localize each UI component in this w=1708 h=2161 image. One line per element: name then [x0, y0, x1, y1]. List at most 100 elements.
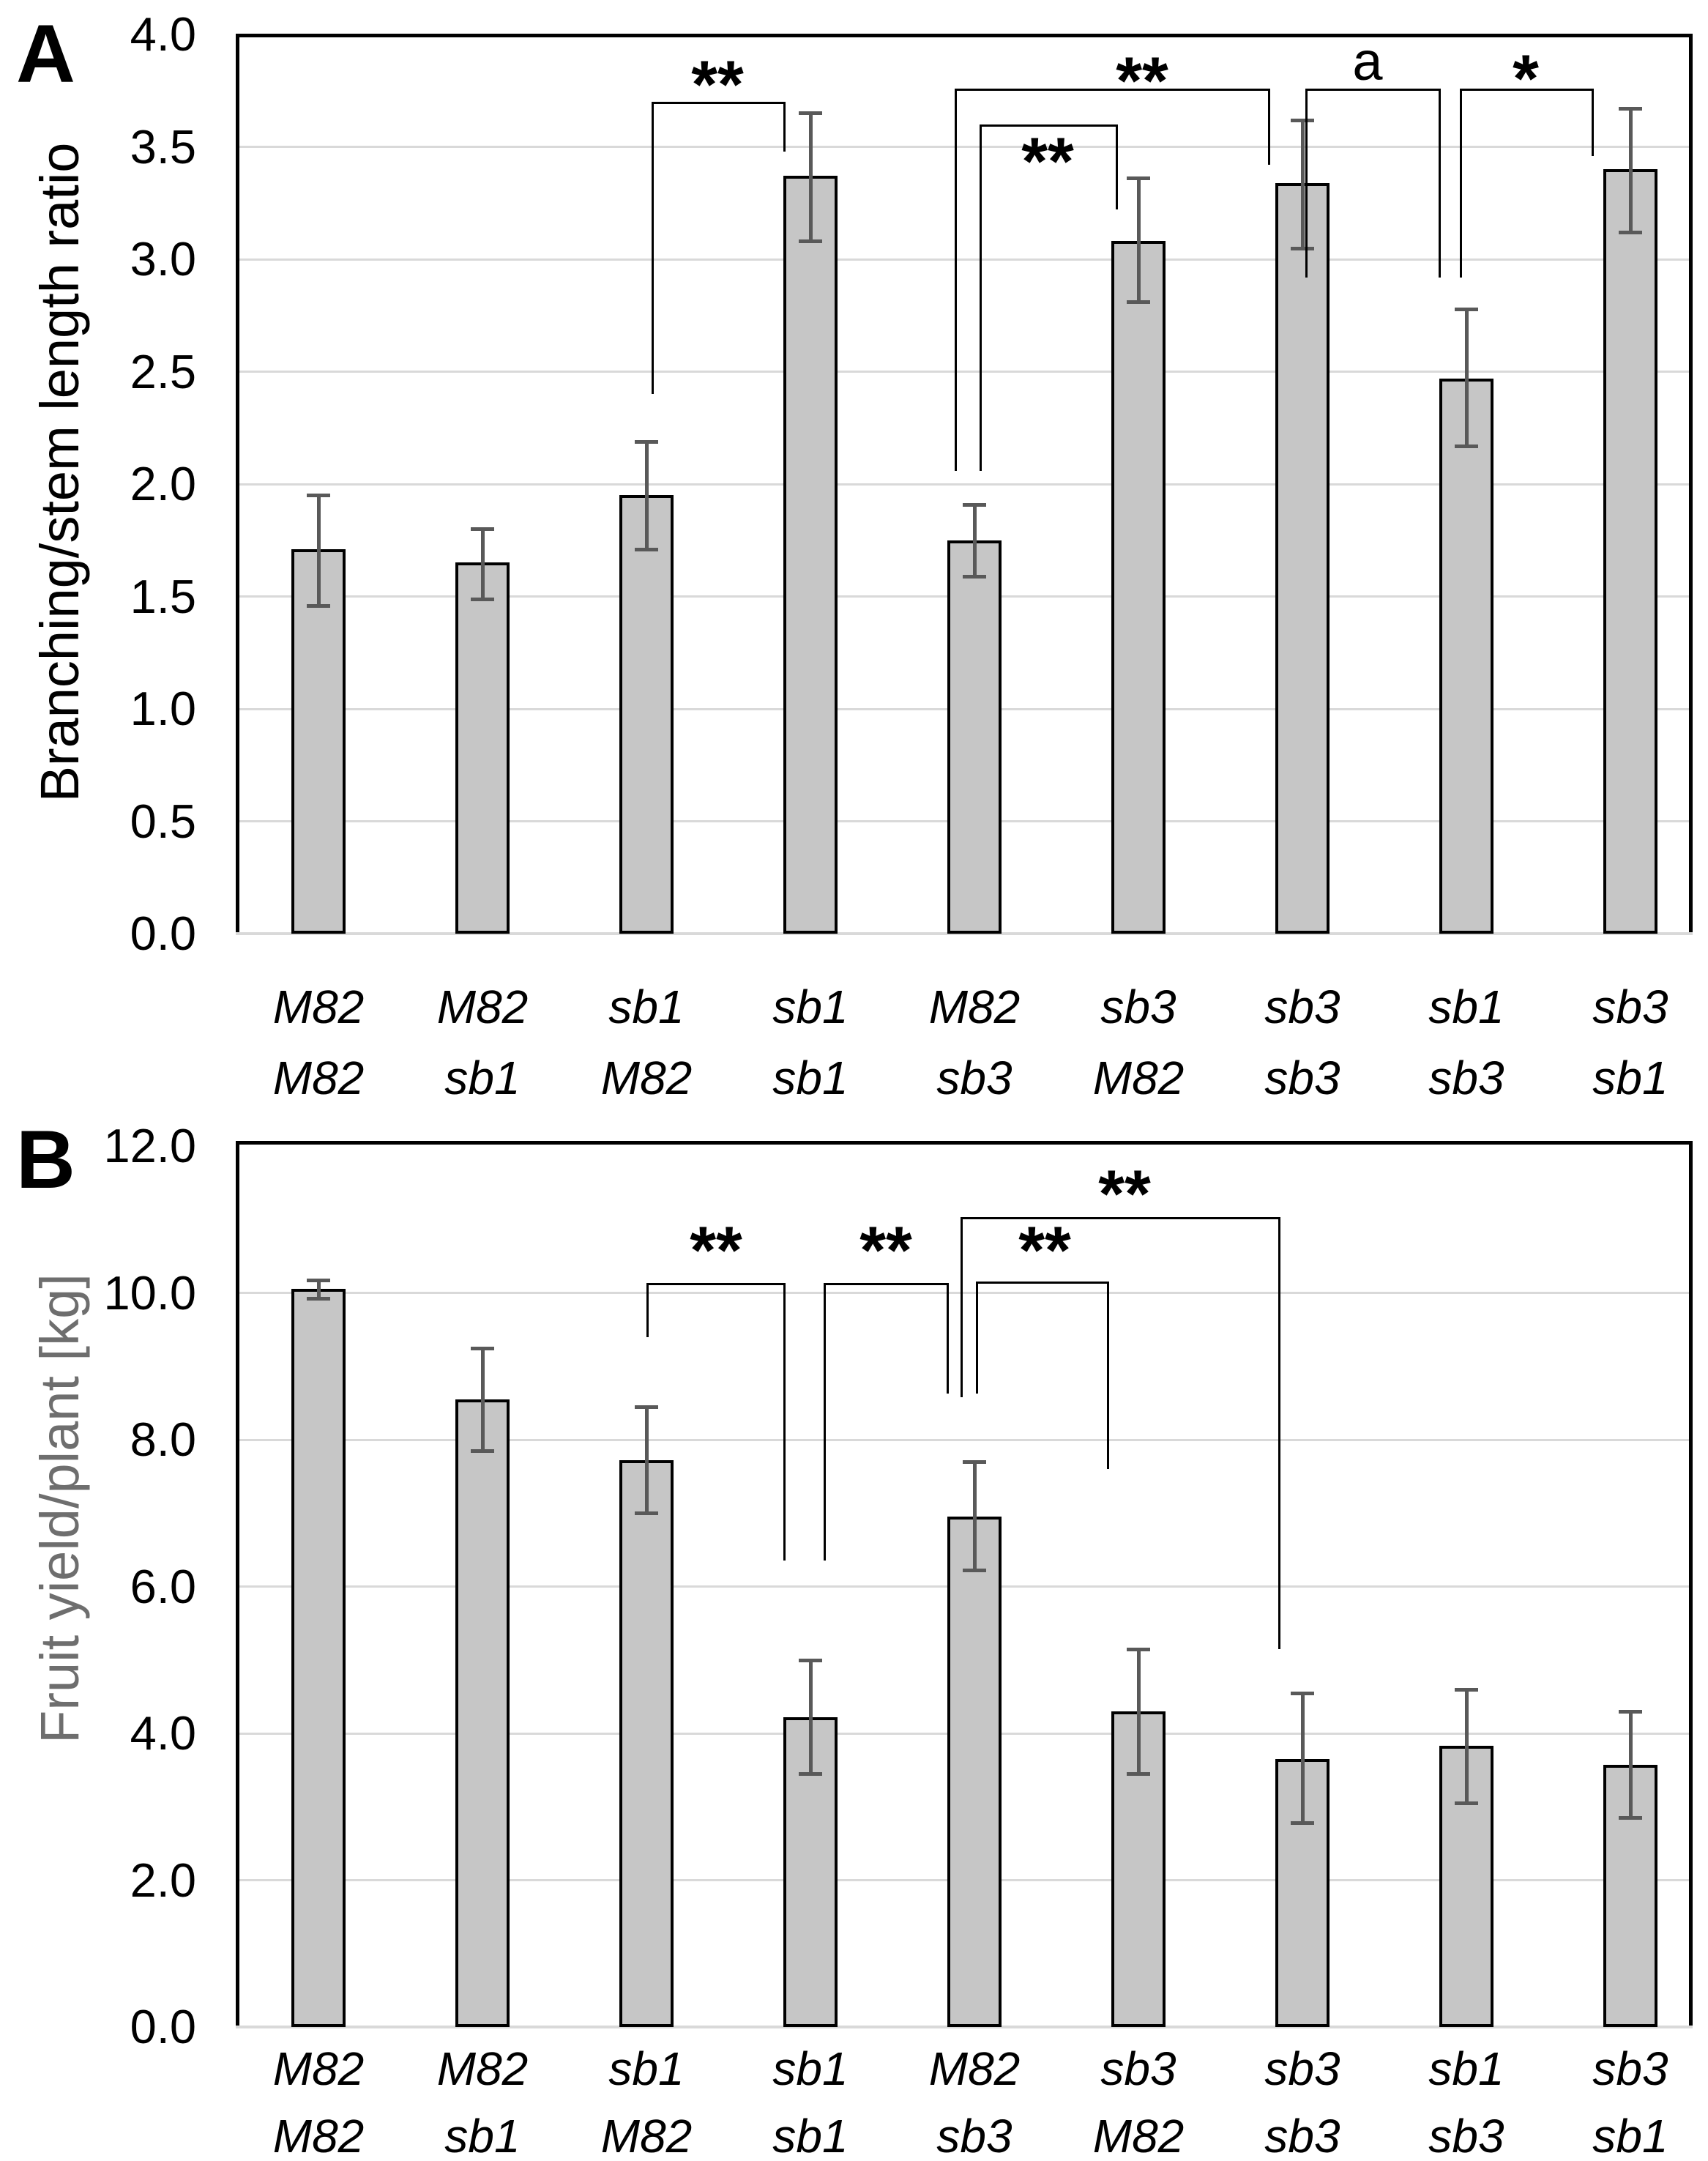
x-category-rootstock: M82 — [1092, 2110, 1185, 2161]
error-bar-cap-top — [1619, 1709, 1642, 1714]
y-tick-label: 0.0 — [130, 907, 196, 960]
x-category-scion: sb1 — [608, 2042, 685, 2095]
significance-bracket-leg — [1592, 88, 1594, 156]
x-category-label: sb1 M82 — [551, 972, 742, 1114]
x-category-scion: sb3 — [1592, 2042, 1668, 2095]
significance-label: ** — [691, 47, 744, 122]
bar — [619, 1460, 674, 2027]
error-bar — [1136, 1648, 1141, 1774]
significance-bracket-leg — [947, 1283, 949, 1394]
bar — [291, 549, 346, 934]
x-category-scion: sb3 — [1100, 2042, 1176, 2095]
significance-bracket-leg — [1460, 88, 1462, 278]
bar — [783, 176, 838, 934]
error-bar — [644, 441, 649, 550]
error-bar — [480, 529, 485, 599]
y-tick-label: 4.0 — [130, 7, 196, 61]
error-bar-cap-bottom — [1619, 231, 1642, 235]
error-bar-cap-top — [1455, 307, 1478, 311]
error-bar-cap-bottom — [963, 574, 986, 579]
error-bar — [808, 113, 813, 242]
x-category-rootstock: sb3 — [936, 1052, 1013, 1104]
error-bar-cap-top — [635, 439, 658, 444]
significance-label: ** — [859, 1213, 912, 1288]
error-bar-cap-bottom — [471, 1449, 494, 1454]
significance-bracket-top — [646, 1283, 786, 1286]
error-bar — [316, 495, 321, 606]
error-bar-cap-bottom — [635, 548, 658, 552]
panel-a-letter: A — [16, 8, 75, 100]
error-bar-cap-top — [1127, 1647, 1150, 1651]
significance-bracket-leg — [1107, 1282, 1109, 1470]
error-bar-cap-top — [963, 502, 986, 507]
gridline — [236, 146, 1693, 148]
error-bar-cap-top — [1619, 107, 1642, 111]
x-category-rootstock: M82 — [600, 1052, 693, 1104]
significance-bracket-leg — [783, 102, 786, 152]
error-bar-cap-top — [1127, 176, 1150, 181]
error-bar-cap-top — [799, 111, 822, 116]
error-bar — [1628, 1711, 1633, 1818]
x-category-scion: M82 — [436, 981, 529, 1033]
x-category-label: sb3 M82 — [1043, 2035, 1234, 2161]
x-category-label: sb1 M82 — [551, 2035, 742, 2161]
significance-bracket-leg — [955, 88, 957, 471]
x-category-label: M82 M82 — [223, 2035, 414, 2161]
error-bar — [1300, 1692, 1305, 1823]
x-category-rootstock: sb3 — [1264, 1052, 1340, 1104]
significance-bracket-top — [961, 1217, 1280, 1220]
significance-label: a — [1352, 31, 1383, 92]
x-category-scion: sb1 — [772, 981, 849, 1033]
error-bar-cap-bottom — [963, 1569, 986, 1573]
plot-area-border — [236, 1141, 1693, 2027]
x-category-rootstock: sb3 — [1428, 1052, 1504, 1104]
panel-b-letter: B — [16, 1114, 75, 1205]
significance-label: ** — [1021, 124, 1074, 199]
error-bar-cap-top — [1455, 1687, 1478, 1692]
bar — [1275, 182, 1330, 934]
y-tick-label: 0.0 — [130, 2000, 196, 2053]
significance-bracket-leg — [783, 1283, 786, 1561]
y-tick-label: 3.0 — [130, 232, 196, 286]
y-tick-label: 0.5 — [130, 794, 196, 848]
significance-bracket-leg — [980, 124, 982, 471]
x-category-scion: sb3 — [1264, 2042, 1340, 2095]
x-category-scion: sb1 — [608, 981, 685, 1033]
significance-bracket-leg — [961, 1217, 963, 1397]
gridline — [236, 1438, 1693, 1441]
x-category-label: sb1 sb1 — [715, 972, 906, 1114]
significance-bracket-leg — [1305, 88, 1308, 278]
error-bar — [480, 1347, 485, 1451]
error-bar-cap-top — [471, 527, 494, 532]
panel-b-y-axis-title: Fruit yield/plant [kg] — [29, 1273, 90, 1744]
x-category-label: sb1 sb1 — [715, 2035, 906, 2161]
x-category-label: M82 M82 — [223, 972, 414, 1114]
error-bar-cap-bottom — [799, 1772, 822, 1777]
significance-bracket-leg — [1278, 1217, 1280, 1649]
error-bar-cap-bottom — [1455, 444, 1478, 448]
y-tick-label: 10.0 — [103, 1265, 196, 1320]
x-category-rootstock: M82 — [272, 1052, 365, 1104]
significance-bracket-leg — [976, 1282, 978, 1394]
significance-label: ** — [1018, 1213, 1071, 1288]
error-bar-cap-bottom — [1291, 1821, 1314, 1826]
significance-bracket-top — [955, 88, 1270, 91]
x-category-label: sb3 sb3 — [1207, 972, 1398, 1114]
gridline — [236, 1292, 1693, 1294]
x-category-scion: M82 — [272, 981, 365, 1033]
significance-bracket-top — [976, 1282, 1109, 1284]
x-category-label: sb1 sb3 — [1371, 2035, 1562, 2161]
error-bar-cap-top — [307, 1279, 330, 1283]
x-category-scion: sb1 — [1428, 981, 1504, 1033]
x-category-rootstock: sb3 — [1428, 2110, 1504, 2161]
bar — [455, 1399, 510, 2027]
x-category-label: M82 sb3 — [879, 2035, 1070, 2161]
significance-label: ** — [690, 1213, 742, 1288]
y-tick-label: 1.5 — [130, 569, 196, 623]
x-category-scion: sb1 — [772, 2042, 849, 2095]
x-category-rootstock: sb3 — [936, 2110, 1013, 2161]
significance-bracket-leg — [824, 1283, 826, 1561]
x-category-label: sb3 sb3 — [1207, 2035, 1398, 2161]
error-bar-cap-bottom — [635, 1511, 658, 1516]
